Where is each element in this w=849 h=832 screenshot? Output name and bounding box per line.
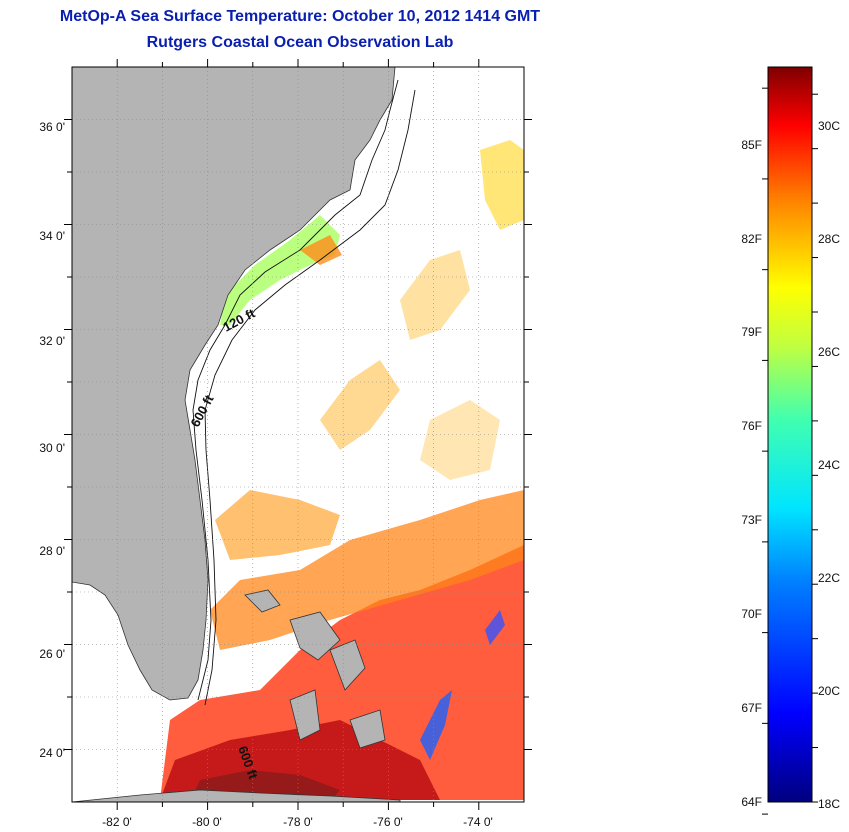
colorbar-f-label: 70F <box>741 607 762 621</box>
colorbar-c-label: 20C <box>818 684 840 698</box>
colorbar-c-label: 18C <box>818 797 840 811</box>
bathymetry-contours <box>192 79 416 706</box>
colorbar-ticks <box>762 87 818 815</box>
lat-tick-label: 28 0' <box>39 544 65 558</box>
lon-tick-label: -78 0' <box>283 815 313 829</box>
lat-tick-label: 30 0' <box>39 441 65 455</box>
colorbar-c-label: 30C <box>818 119 840 133</box>
colorbar-f-label: 82F <box>741 232 762 246</box>
map-subtitle: Rutgers Coastal Ocean Observation Lab <box>146 34 454 51</box>
lon-axis-labels: -82 0' -80 0' -78 0' -76 0' -74 0' <box>102 815 493 829</box>
graticule <box>72 67 524 802</box>
colorbar-f-label: 76F <box>741 419 762 433</box>
lon-tick-label: -80 0' <box>192 815 222 829</box>
colorbar-f-label: 67F <box>741 701 762 715</box>
lon-tick-label: -74 0' <box>463 815 493 829</box>
bahamas-islands <box>244 589 386 749</box>
lat-tick-label: 24 0' <box>39 746 65 760</box>
lon-tick-label: -76 0' <box>373 815 403 829</box>
lon-tick-label: -82 0' <box>102 815 132 829</box>
colorbar-fahrenheit-labels: 85F 82F 79F 76F 73F 70F 67F 64F <box>741 138 762 809</box>
colorbar-c-label: 28C <box>818 232 840 246</box>
colorbar-f-label: 73F <box>741 513 762 527</box>
lat-tick-label: 32 0' <box>39 334 65 348</box>
lat-axis-labels: 36 0' 34 0' 32 0' 30 0' 28 0' 26 0' 24 0… <box>39 120 65 760</box>
colorbar <box>767 66 813 803</box>
colorbar-f-label: 79F <box>741 325 762 339</box>
lat-tick-label: 34 0' <box>39 229 65 243</box>
axis-ticks <box>64 59 532 810</box>
map-title: MetOp-A Sea Surface Temperature: October… <box>59 8 541 25</box>
colorbar-c-label: 26C <box>818 345 840 359</box>
colorbar-f-label: 64F <box>741 795 762 809</box>
colorbar-f-label: 85F <box>741 138 762 152</box>
colorbar-c-label: 24C <box>818 458 840 472</box>
colorbar-celsius-labels: 30C 28C 26C 24C 22C 20C 18C <box>818 119 840 811</box>
land-mass-us <box>72 67 396 701</box>
lat-tick-label: 36 0' <box>39 120 65 134</box>
lat-tick-label: 26 0' <box>39 647 65 661</box>
colorbar-c-label: 22C <box>818 571 840 585</box>
